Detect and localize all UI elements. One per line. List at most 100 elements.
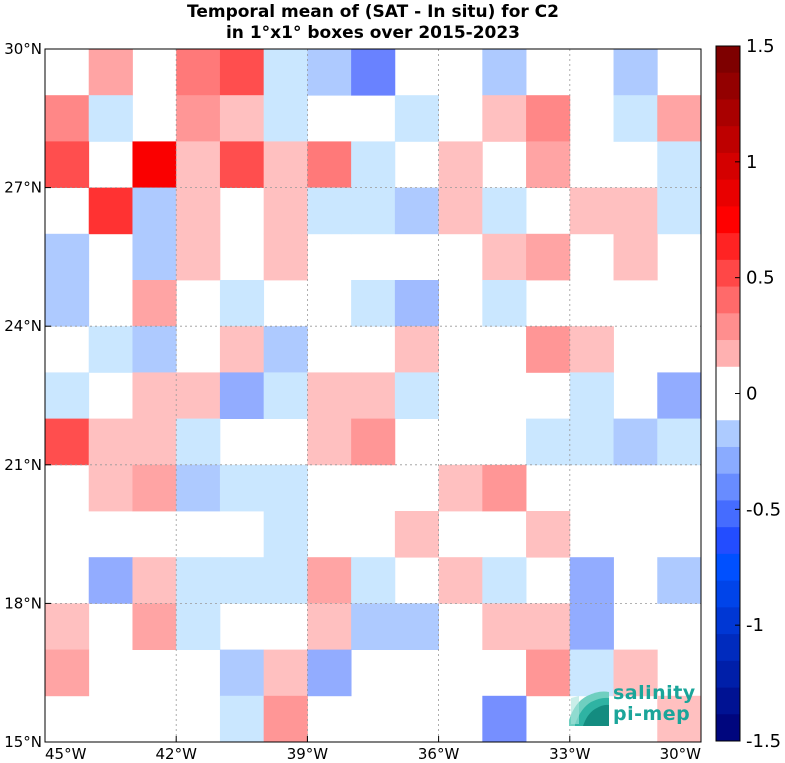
heatmap-cell xyxy=(219,49,265,96)
x-axis: 45°W 42°W 39°W 36°W 33°W 30°W xyxy=(44,736,702,763)
heatmap-cell xyxy=(569,187,614,235)
x-tick-label: 33°W xyxy=(549,745,591,763)
heatmap-cell xyxy=(394,511,439,558)
heatmap-cell xyxy=(482,557,527,604)
colorbar-segment xyxy=(716,714,740,742)
heatmap-cell xyxy=(526,326,571,373)
heatmap-cell xyxy=(219,95,265,142)
heatmap-cell xyxy=(351,49,396,96)
heatmap-cell xyxy=(569,649,614,697)
heatmap-cell xyxy=(351,372,396,419)
heatmap-cell xyxy=(482,187,527,235)
heatmap-cell xyxy=(351,141,396,188)
colorbar-segment xyxy=(716,126,740,154)
x-tick-label: 42°W xyxy=(155,745,197,763)
heatmap-cell xyxy=(176,464,221,512)
heatmap-cell xyxy=(132,372,177,419)
y-tick-label: 27°N xyxy=(4,179,42,197)
heatmap-cell xyxy=(613,49,658,96)
heatmap-cell xyxy=(263,695,308,743)
salinity-pimep-logo: salinity pi-mep xyxy=(565,682,695,732)
heatmap-cell xyxy=(263,326,308,373)
heatmap-cell xyxy=(569,372,614,419)
heatmap-cell xyxy=(569,603,614,650)
heatmap-cell xyxy=(45,372,90,419)
colorbar-segment xyxy=(716,473,740,501)
heatmap-cell xyxy=(657,557,702,604)
heatmap-cell xyxy=(132,603,177,650)
heatmap-cell xyxy=(88,464,133,512)
x-tick-label: 39°W xyxy=(287,745,329,763)
heatmap-cell xyxy=(394,603,439,650)
y-tick-label: 30°N xyxy=(4,40,42,58)
heatmap-cell xyxy=(438,557,483,604)
heatmap-cell xyxy=(613,418,658,466)
heatmap-cell xyxy=(219,280,265,327)
colorbar-segment xyxy=(716,527,740,555)
heatmap-cell xyxy=(176,233,221,281)
colorbar-segment xyxy=(716,634,740,662)
colorbar-segment xyxy=(716,152,740,181)
heatmap-cell xyxy=(263,187,308,235)
heatmap-cell xyxy=(176,141,221,188)
heatmap-cell xyxy=(176,187,221,235)
x-tick-label: 30°W xyxy=(660,745,702,763)
colorbar-segment xyxy=(716,340,740,368)
x-tick-label: 36°W xyxy=(418,745,460,763)
heatmap-cell xyxy=(438,141,483,188)
colorbar-segment xyxy=(716,72,740,100)
heatmap-cell xyxy=(657,418,702,466)
y-tick-label: 21°N xyxy=(4,456,42,474)
colorbar-tick-label: -1 xyxy=(746,615,764,636)
heatmap-cell xyxy=(394,187,439,235)
heatmap-cell xyxy=(263,49,308,96)
heatmap-cell xyxy=(657,95,702,142)
colorbar-segment xyxy=(716,206,740,234)
heatmap-cell xyxy=(613,233,658,281)
colorbar-ticks: 1.5 1 0.5 0 -0.5 -1 -1.5 xyxy=(735,36,781,752)
colorbar xyxy=(715,45,741,742)
y-axis: 30°N 27°N 24°N 21°N 18°N 15°N xyxy=(4,40,51,751)
colorbar-segment xyxy=(716,46,740,74)
heatmap-cell xyxy=(569,326,614,373)
heatmap-cell xyxy=(351,418,396,466)
heatmap-cell xyxy=(176,49,221,96)
heatmap-cell xyxy=(88,326,133,373)
heatmap-cell xyxy=(394,95,439,142)
heatmap-cell xyxy=(438,464,483,512)
grid-lines xyxy=(45,49,701,742)
heatmap-cell xyxy=(263,464,308,512)
heatmap-cell xyxy=(263,141,308,188)
colorbar-tick-label: 1.5 xyxy=(746,36,775,57)
heatmap-cell xyxy=(132,233,177,281)
colorbar-tick-label: -0.5 xyxy=(746,499,781,520)
heatmap-cell xyxy=(176,557,221,604)
colorbar-segment xyxy=(716,393,740,421)
heatmap-cell xyxy=(88,187,133,235)
heatmap-cell xyxy=(45,280,90,327)
heatmap-cell xyxy=(219,695,265,743)
heatmap-cell xyxy=(219,464,265,512)
logo-line2: pi-mep xyxy=(613,703,691,725)
chart-title: Temporal mean of (SAT - In situ) for C2 xyxy=(187,2,559,22)
colorbar-tick-label: 0 xyxy=(746,384,757,405)
heatmap-cell xyxy=(307,187,352,235)
heatmap-cell xyxy=(351,557,396,604)
heatmap-cell xyxy=(45,603,90,650)
heatmap-cell xyxy=(45,233,90,281)
heatmap-cell xyxy=(569,557,614,604)
heatmap-cell xyxy=(526,233,571,281)
heatmap-cell xyxy=(482,233,527,281)
plot-frame xyxy=(44,48,702,743)
colorbar-segment xyxy=(716,420,740,448)
heatmap-cell xyxy=(219,649,265,697)
heatmap-cell xyxy=(482,95,527,142)
colorbar-segment xyxy=(716,553,740,582)
heatmap-cell xyxy=(613,95,658,142)
logo-line1: salinity xyxy=(613,682,696,704)
colorbar-tick-label: 1 xyxy=(746,152,757,173)
colorbar-segment xyxy=(716,99,740,127)
heatmap-cell xyxy=(394,280,439,327)
colorbar-segment xyxy=(716,687,740,715)
